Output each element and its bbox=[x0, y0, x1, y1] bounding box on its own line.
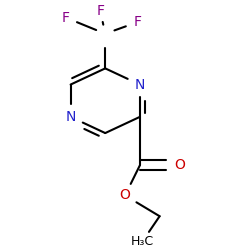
Text: N: N bbox=[135, 78, 145, 92]
Text: F: F bbox=[62, 10, 70, 24]
Text: O: O bbox=[174, 158, 185, 172]
Text: N: N bbox=[66, 110, 76, 124]
Text: O: O bbox=[120, 188, 130, 202]
Text: F: F bbox=[133, 15, 141, 29]
Text: F: F bbox=[96, 4, 104, 18]
Text: H₃C: H₃C bbox=[131, 235, 154, 248]
